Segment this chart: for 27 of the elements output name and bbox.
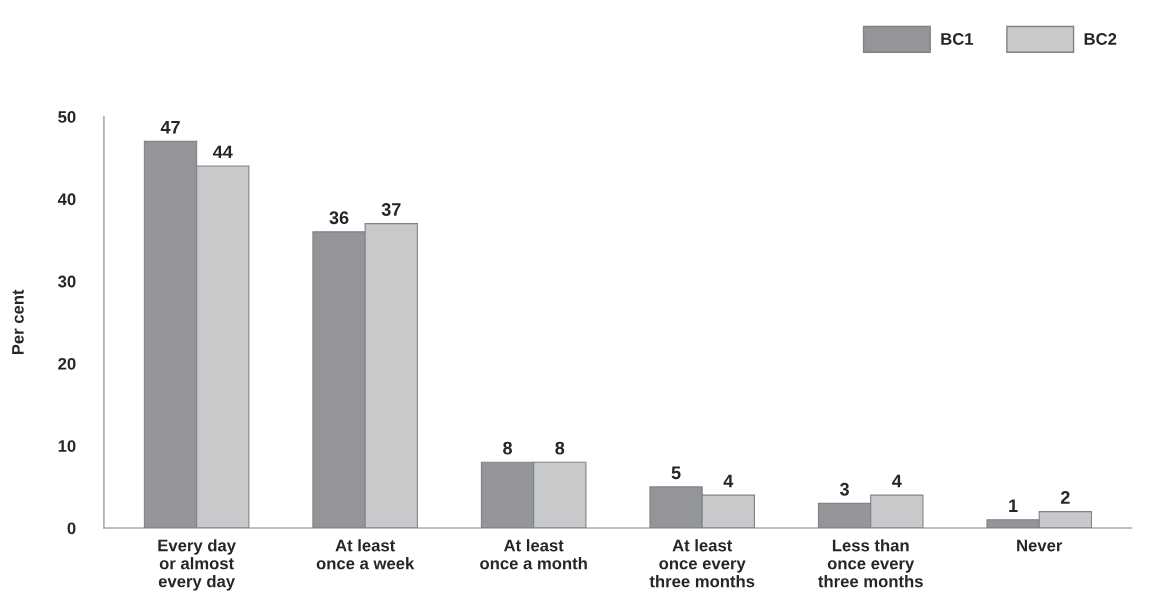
- x-tick-label: Never: [1017, 539, 1063, 552]
- legend-label: BC1: [941, 33, 974, 45]
- y-tick-label: 40: [57, 193, 76, 206]
- data-label: 37: [381, 203, 401, 216]
- data-label: 44: [212, 145, 233, 159]
- x-tick-label: At least once a week: [316, 539, 415, 570]
- x-tick-label: At least once every three months: [649, 539, 755, 588]
- data-label: 4: [892, 474, 902, 488]
- y-axis-title: Per cent: [12, 289, 24, 355]
- data-label: 36: [329, 211, 349, 225]
- data-label: 3: [839, 482, 849, 496]
- y-tick-label: 50: [58, 111, 76, 123]
- data-label: 47: [160, 121, 180, 134]
- data-label: 4: [723, 474, 734, 488]
- y-tick-label: 10: [58, 440, 76, 452]
- y-tick-label: 30: [58, 275, 76, 288]
- x-tick-label: At least once a month: [480, 539, 587, 570]
- y-tick-label: 0: [67, 522, 76, 535]
- legend-label: BC2: [1084, 33, 1117, 45]
- data-label: 5: [671, 466, 681, 480]
- data-label: 8: [503, 441, 513, 455]
- data-label: 2: [1060, 491, 1070, 504]
- data-label: 1: [1009, 499, 1018, 512]
- y-tick-label: 20: [58, 357, 76, 370]
- x-tick-label: Less than once every three months: [818, 539, 923, 588]
- data-label: 8: [555, 441, 565, 455]
- x-tick-label: Every day or almost every day: [158, 539, 236, 591]
